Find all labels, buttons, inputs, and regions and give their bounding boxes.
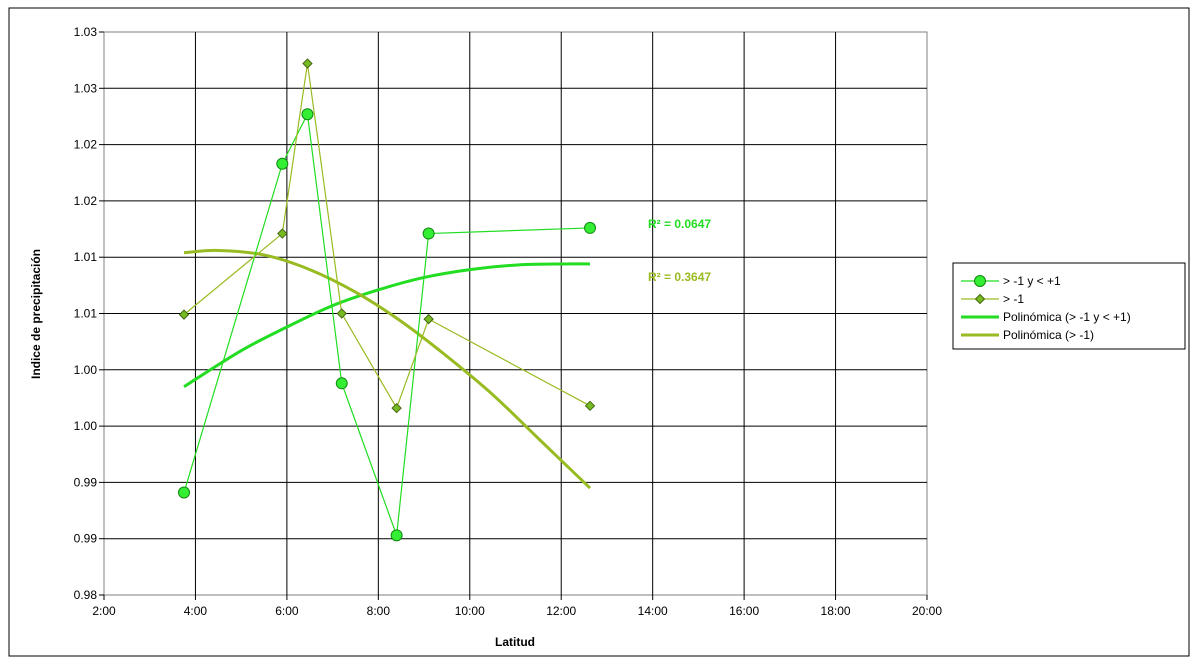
grid-layer [104,32,927,595]
data-point-series-1 [423,313,434,325]
data-point-series-0 [301,108,314,121]
data-point-series-1 [336,308,347,319]
trendline-1 [183,248,592,490]
r2-annotation-green: R² = 0.0647 [648,217,711,231]
data-point-series-0 [584,221,597,234]
y-tick-label: 1.00 [74,363,98,377]
y-tick-label: 1.02 [74,138,98,152]
legend-entry-label: Polinómica (> -1) [1003,328,1094,342]
data-point-series-0 [178,486,191,499]
y-axis-label: Indice de precipitación [29,249,43,379]
y-tick-label: 0.99 [74,475,98,489]
trendline-0 [183,262,591,388]
x-tick-label: 16:00 [729,604,759,618]
y-tick-label: 1.00 [74,419,98,433]
x-tick-label: 18:00 [821,604,851,618]
ticks-layer: 2:00 4:00 6:00 8:00 10:00 12:00 14:00 16:00 18:0… [74,25,943,618]
y-tick-label: 0.99 [74,532,98,546]
annotations-layer: R² = 0.0647 R² = 0.3647 [648,217,711,284]
data-point-series-0 [422,227,435,240]
legend: > -1 y < +1 > -1 Polinómica (> -1 y < +1) P… [952,262,1186,350]
legend-entry-label: Polinómica (> -1 y < +1) [1003,310,1131,324]
y-tick-label: 0.98 [74,588,98,602]
legend-swatch-marker [974,293,986,305]
data-point-series-1 [584,400,596,412]
r2-annotation-olive: R² = 0.3647 [648,270,711,284]
x-tick-label: 6:00 [275,604,299,618]
x-axis-label: Latitud [495,635,535,649]
legend-swatch-marker [974,275,986,287]
y-tick-label: 1.02 [74,194,98,208]
x-tick-label: 20:00 [912,604,942,618]
data-point-series-1 [302,58,313,69]
y-tick-label: 1.01 [74,307,98,321]
data-point-series-0 [276,157,289,170]
x-tick-label: 12:00 [546,604,576,618]
data-point-series-1 [178,309,190,320]
y-tick-label: 1.01 [74,250,98,264]
y-tick-label: 1.03 [74,81,98,95]
x-tick-label: 14:00 [638,604,668,618]
y-tick-label: 1.03 [74,25,98,39]
data-point-series-0 [335,377,348,390]
x-tick-label: 4:00 [184,604,208,618]
legend-entry-label: > -1 [1003,292,1024,306]
legend-entry-label: > -1 y < +1 [1003,274,1061,288]
data-point-series-1 [277,228,288,239]
x-tick-label: 2:00 [92,604,116,618]
x-tick-label: 8:00 [367,604,391,618]
data-point-series-1 [391,402,402,414]
series-layer [178,58,597,542]
data-point-series-0 [390,529,403,542]
x-tick-label: 10:00 [455,604,485,618]
